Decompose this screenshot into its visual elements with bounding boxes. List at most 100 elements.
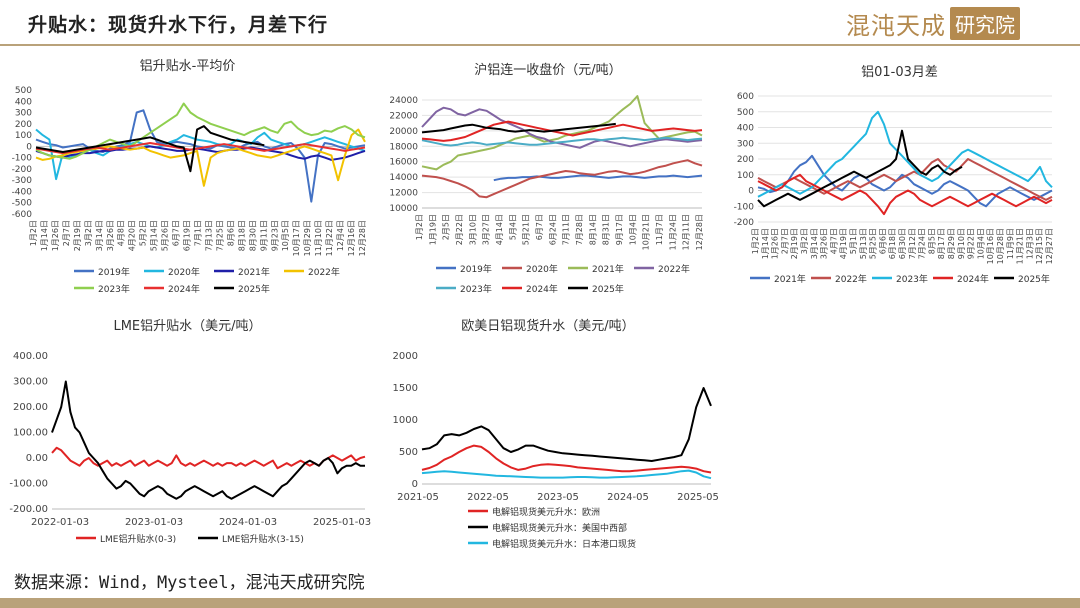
x-tick-label: 1月26日 (771, 228, 780, 259)
x-tick-label: 2021-05 (397, 492, 439, 503)
x-tick-label: 5月4日 (508, 214, 517, 240)
series-line-5 (35, 142, 366, 155)
y-tick-label: 12000 (389, 189, 418, 199)
x-tick-label: 10月21日 (642, 214, 651, 250)
chart-lme-aluminum-premium: LME铝升贴水（美元/吨） -200.00 -100.00 0.00 100.00 200… (9, 319, 371, 545)
logo: 混沌天成 研究院 (846, 6, 1020, 40)
x-tick-label: 8月6日 (226, 220, 235, 246)
x-tick-label: 2023-01-03 (125, 517, 183, 528)
x-tick-label: 2月19日 (790, 228, 799, 259)
y-tick-label: 400 (737, 124, 754, 134)
y-tick-label: 300 (15, 109, 32, 119)
series-line-5 (421, 120, 703, 142)
x-tick-label: 3月26日 (106, 220, 115, 251)
x-tick-label: 2023-05 (537, 492, 579, 503)
x-tick-label: 6月18日 (888, 228, 897, 259)
x-tick-label: 11月10日 (314, 220, 323, 256)
y-tick-label: 100.00 (13, 428, 48, 439)
x-tick-label: 10月29日 (303, 220, 312, 256)
x-tick-label: 1月19日 (428, 214, 437, 245)
legend-label: 2022年 (658, 263, 690, 275)
legend-label: 2024年 (526, 283, 558, 295)
series-line-1 (51, 380, 365, 500)
series-line-2 (421, 95, 703, 171)
x-tick-label: 2024-05 (607, 492, 649, 503)
x-tick-label: 4月20日 (128, 220, 137, 251)
x-tick-label: 1月2日 (415, 214, 424, 240)
x-tick-label: 6月19日 (183, 220, 192, 251)
y-tick-label: 100 (15, 131, 32, 141)
legend-label: 2024年 (957, 273, 989, 285)
x-tick-label: 10月17日 (292, 220, 301, 256)
chart-title: 沪铝连一收盘价（元/吨） (474, 62, 621, 78)
y-tick-label: 0 (748, 187, 754, 197)
x-tick-label: 4月19日 (839, 228, 848, 259)
x-tick-label: 8月17日 (937, 228, 946, 259)
y-tick-label: -300 (12, 176, 33, 186)
header-divider (0, 44, 1080, 46)
y-tick-label: -100 (734, 202, 755, 212)
x-tick-label: 3月2日 (84, 220, 93, 246)
x-tick-label: 2月7日 (62, 220, 71, 246)
x-tick-label: 2025-05 (677, 492, 718, 503)
x-tick-label: 5月13日 (859, 228, 868, 259)
y-tick-label: -200 (12, 165, 33, 175)
series-line-2 (35, 145, 366, 161)
x-tick-label: 2022-05 (467, 492, 509, 503)
series-line-4 (421, 136, 703, 147)
series-line-6 (35, 125, 265, 173)
x-tick-label: 7月24日 (918, 228, 927, 259)
legend-label: 2024年 (168, 283, 200, 295)
x-tick-label: 7月11日 (562, 214, 571, 245)
y-tick-label: 200.00 (13, 402, 48, 413)
page-title: 升贴水：现货升水下行，月差下行 (28, 14, 329, 36)
x-tick-label: 8月29日 (947, 228, 956, 259)
legend-label: LME铝升贴水(0-3) (100, 533, 176, 545)
logo-text: 混沌天成 (846, 11, 946, 40)
series-line-3 (421, 106, 703, 149)
y-tick-label: 0 (26, 142, 32, 152)
y-tick-label: 22000 (389, 111, 418, 121)
x-tick-label: 2月22日 (455, 214, 464, 245)
y-tick-label: 600 (737, 92, 754, 102)
legend-label: 2019年 (460, 263, 492, 275)
x-tick-label: 11月22日 (325, 220, 334, 256)
x-tick-label: 5月26日 (161, 220, 170, 251)
chart-shfe-aluminum-close: 沪铝连一收盘价（元/吨） 10000 12000 14000 16000 18000 200… (389, 62, 704, 295)
x-tick-label: 2025-01-03 (313, 517, 371, 528)
y-tick-label: 18000 (389, 142, 418, 152)
x-tick-label: 12月4日 (336, 220, 345, 251)
x-tick-label: 5月1日 (849, 228, 858, 254)
y-tick-label: 500 (737, 108, 754, 118)
x-tick-label: 12月27日 (1045, 228, 1054, 264)
series-line-2 (757, 110, 1053, 198)
legend-label: 2021年 (774, 273, 806, 285)
x-tick-label: 3月27日 (482, 214, 491, 245)
y-tick-label: 500 (15, 86, 32, 96)
y-tick-label: 400 (15, 97, 32, 107)
legend-label: 2019年 (98, 266, 130, 278)
series-line-4 (757, 129, 963, 208)
y-tick-label: -600 (12, 210, 33, 220)
legend-label: 2023年 (896, 273, 928, 285)
logo-box: 研究院 (950, 6, 1020, 40)
y-tick-label: 1500 (393, 383, 418, 394)
x-tick-label: 10月28日 (996, 228, 1005, 264)
chart-title: LME铝升贴水（美元/吨） (113, 319, 261, 334)
x-tick-label: 5月21日 (522, 214, 531, 245)
y-tick-label: -100.00 (9, 479, 48, 490)
x-tick-label: 10月5日 (281, 220, 290, 251)
x-tick-label: 10月4日 (628, 214, 637, 245)
y-tick-label: 300 (737, 139, 754, 149)
legend-label: 2022年 (835, 273, 867, 285)
y-tick-label: -400 (12, 187, 33, 197)
legend-label: 2021年 (238, 266, 270, 278)
series-line-0 (493, 174, 703, 182)
source-note: 数据来源：Wind，Mysteel，混沌天成研究院 (14, 573, 365, 593)
chart-aluminum-premium-average: 铝升贴水-平均价-600-500-400-300-200-10001002003… (12, 59, 367, 295)
x-tick-label: 12月11日 (682, 214, 691, 250)
x-tick-label: 12月15日 (1035, 228, 1044, 264)
x-tick-label: 5月2日 (139, 220, 148, 246)
x-tick-label: 12月28日 (358, 220, 367, 256)
